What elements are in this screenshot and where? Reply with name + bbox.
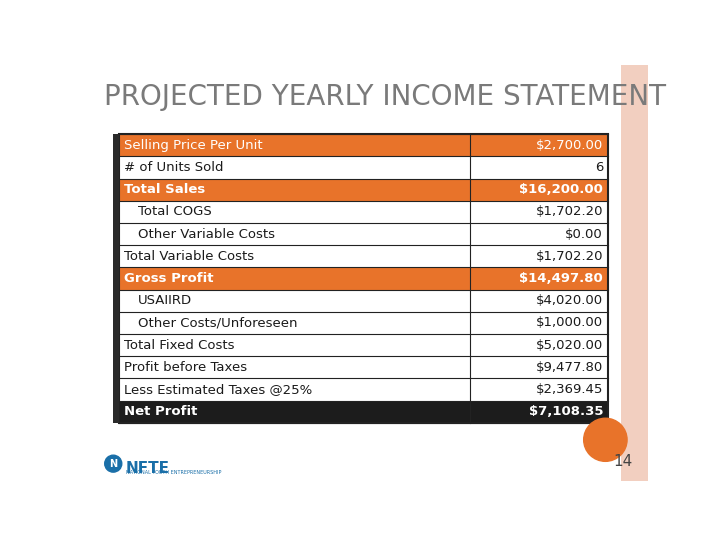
Text: Total Sales: Total Sales — [124, 183, 205, 196]
Bar — [120, 245, 608, 267]
Text: Total COGS: Total COGS — [138, 205, 212, 218]
Text: USAIIRD: USAIIRD — [138, 294, 192, 307]
Text: Total Variable Costs: Total Variable Costs — [124, 250, 254, 263]
Bar — [120, 156, 608, 179]
Bar — [120, 179, 608, 201]
Text: NFTE: NFTE — [126, 461, 170, 476]
Text: $2,369.45: $2,369.45 — [536, 383, 603, 396]
Text: $0.00: $0.00 — [565, 227, 603, 240]
Text: Other Variable Costs: Other Variable Costs — [138, 227, 275, 240]
Text: $1,702.20: $1,702.20 — [536, 205, 603, 218]
Bar — [120, 289, 608, 312]
Text: PROJECTED YEARLY INCOME STATEMENT: PROJECTED YEARLY INCOME STATEMENT — [104, 83, 666, 111]
Text: $1,000.00: $1,000.00 — [536, 316, 603, 329]
Circle shape — [584, 418, 627, 461]
Text: Net Profit: Net Profit — [124, 405, 197, 418]
Text: $5,020.00: $5,020.00 — [536, 339, 603, 352]
Bar — [120, 356, 608, 379]
Text: $1,702.20: $1,702.20 — [536, 250, 603, 263]
Bar — [120, 379, 608, 401]
Text: 14: 14 — [613, 454, 632, 469]
Text: $16,200.00: $16,200.00 — [519, 183, 603, 196]
Bar — [120, 134, 608, 423]
Text: $7,108.35: $7,108.35 — [528, 405, 603, 418]
Text: Less Estimated Taxes @25%: Less Estimated Taxes @25% — [124, 383, 312, 396]
Text: $2,700.00: $2,700.00 — [536, 139, 603, 152]
Bar — [120, 223, 608, 245]
Bar — [113, 134, 120, 423]
Bar — [120, 312, 608, 334]
Text: Total Fixed Costs: Total Fixed Costs — [124, 339, 235, 352]
Text: Other Costs/Unforeseen: Other Costs/Unforeseen — [138, 316, 297, 329]
Bar — [120, 267, 608, 289]
Bar — [120, 134, 608, 423]
Text: Gross Profit: Gross Profit — [124, 272, 214, 285]
Text: 6: 6 — [595, 161, 603, 174]
Circle shape — [104, 455, 122, 472]
Bar — [120, 201, 608, 223]
Text: # of Units Sold: # of Units Sold — [124, 161, 224, 174]
Text: Selling Price Per Unit: Selling Price Per Unit — [124, 139, 263, 152]
Text: NATIONAL YOUTH ENTREPRENEURSHIP: NATIONAL YOUTH ENTREPRENEURSHIP — [126, 470, 221, 475]
Bar — [621, 65, 648, 481]
Text: $4,020.00: $4,020.00 — [536, 294, 603, 307]
Text: Profit before Taxes: Profit before Taxes — [124, 361, 247, 374]
Text: $14,497.80: $14,497.80 — [519, 272, 603, 285]
Text: $9,477.80: $9,477.80 — [536, 361, 603, 374]
Bar — [120, 401, 608, 423]
Bar — [120, 134, 608, 156]
Text: N: N — [109, 458, 117, 469]
Bar — [120, 334, 608, 356]
